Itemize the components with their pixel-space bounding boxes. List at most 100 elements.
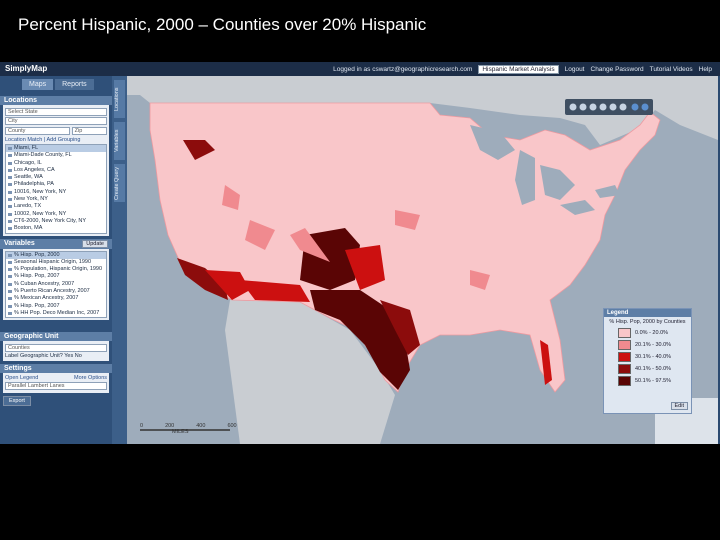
scale-label: 600 (227, 423, 237, 429)
side-tabs: Locations Variables Create Query (112, 76, 127, 444)
variable-item[interactable]: % Hisp. Pop, 2007 (6, 303, 106, 310)
location-item[interactable]: New York, NY (6, 196, 106, 203)
side-tab[interactable]: Locations (114, 80, 125, 118)
legend-edit[interactable]: Edit (670, 402, 688, 410)
links: Logout Change Password Tutorial Videos Help (565, 66, 712, 73)
legend-label: 0.0% - 20.0% (635, 330, 669, 336)
map-toolbar (565, 99, 653, 115)
side-tab[interactable]: Create Query (114, 164, 125, 202)
variable-item[interactable]: % Mexican Ancestry, 2007 (6, 295, 106, 302)
legend-label: 30.1% - 40.0% (635, 354, 672, 360)
scale-labels: 0 200 400 600 (140, 423, 237, 429)
legend-entry: 50.1% - 97.5% (604, 375, 691, 387)
scale-label: 200 (165, 423, 175, 429)
legend-swatch (618, 352, 631, 362)
label-option: Label Geographic Unit? Yes No (5, 353, 107, 359)
update-button[interactable]: Update (82, 239, 108, 248)
location-item[interactable]: Miami, FL (6, 145, 106, 153)
legend-subtitle: % Hisp. Pop, 2000 by Counties (609, 319, 686, 325)
tab-row: Maps Reports (0, 76, 112, 90)
location-item[interactable]: Miami-Dade County, FL (6, 152, 106, 159)
legend-entry: 30.1% - 40.0% (604, 351, 691, 363)
user-bar: Logged in as cswartz@geographicresearch.… (333, 65, 712, 74)
map[interactable] (127, 76, 718, 444)
variable-item[interactable]: % Population, Hispanic Origin, 1990 (6, 266, 106, 273)
section-heading: Variables Update (0, 238, 112, 249)
location-actions[interactable]: Location Match | Add Grouping (5, 137, 81, 143)
variables-heading: Variables (4, 239, 35, 247)
location-item[interactable]: Los Angeles, CA (6, 167, 106, 174)
top-link[interactable]: Change Password (590, 66, 644, 73)
location-item[interactable]: 10016, New York, NY (6, 189, 106, 196)
location-item[interactable]: Philadelphia, PA (6, 181, 106, 188)
region-mid (540, 340, 552, 385)
location-item[interactable]: CT6-2000, New York City, NY (6, 218, 106, 225)
region-high (380, 300, 420, 355)
location-item[interactable]: Seattle, WA (6, 174, 106, 181)
variable-item[interactable]: % HH Pop. Deco Median Inc, 2007 (6, 310, 106, 317)
region-mid (205, 270, 250, 300)
city-input[interactable]: City (5, 117, 107, 125)
state-select[interactable]: Select State (5, 108, 107, 116)
region-mid (345, 245, 385, 290)
section-heading: Geographic Unit (0, 332, 112, 342)
location-item[interactable]: Boston, MA (6, 225, 106, 232)
tab[interactable]: Reports (55, 79, 94, 90)
more-options[interactable]: More Options (73, 375, 107, 382)
variable-item[interactable]: % Puerto Rican Ancestry, 2007 (6, 288, 106, 295)
projection-select[interactable]: Parallel Lambert Lanes (5, 382, 107, 391)
legend-swatch (618, 328, 631, 338)
top-link[interactable]: Tutorial Videos (649, 66, 693, 73)
legend-swatch (618, 376, 631, 386)
location-item[interactable]: Chicago, IL (6, 160, 106, 167)
variables-panel: % Hisp. Pop, 2000 Seasonal Hispanic Origi… (3, 248, 109, 321)
side-tab[interactable]: Variables (114, 122, 125, 160)
settings-panel: Open Legend More Options Parallel Lamber… (3, 373, 109, 394)
location-item[interactable]: 10002, New York, NY (6, 211, 106, 218)
top-link[interactable]: Logout (564, 66, 585, 73)
project-select[interactable]: Hispanic Market Analysis (478, 65, 559, 74)
slide-title: Percent Hispanic, 2000 – Counties over 2… (18, 15, 427, 34)
region-highest (310, 290, 410, 390)
legend-entry: 0.0% - 20.0% (604, 327, 691, 339)
login-info: Logged in as cswartz@geographicresearch.… (333, 66, 473, 73)
toolbar-icons[interactable] (569, 103, 649, 111)
section-heading: Settings (0, 364, 112, 374)
geo-select[interactable]: Counties (5, 344, 107, 353)
geo-panel: Counties Label Geographic Unit? Yes No (3, 341, 109, 362)
region-high (177, 258, 228, 300)
variable-item[interactable]: Seasonal Hispanic Origin, 1990 (6, 259, 106, 266)
variable-item[interactable]: % Hisp. Pop, 2000 (6, 251, 106, 259)
legend-heading: Legend (604, 309, 691, 317)
top-bar: SimplyMap Logged in as cswartz@geographi… (0, 62, 720, 76)
no-option[interactable]: No (74, 353, 82, 360)
variable-item[interactable]: % Hisp. Pop, 2007 (6, 273, 106, 280)
scale-label: 400 (196, 423, 206, 429)
yes-option[interactable]: Yes (64, 353, 74, 360)
section-heading: Locations (0, 96, 112, 105)
region-mid (240, 280, 310, 302)
zip-input[interactable]: Zip (71, 127, 107, 135)
legend-swatch (618, 364, 631, 374)
region-low (222, 185, 330, 262)
legend-entry: 20.1% - 30.0% (604, 339, 691, 351)
tab[interactable]: Maps (22, 79, 54, 90)
locations-panel: Select State City County Zip Location Ma… (3, 105, 109, 236)
legend-label: 20.1% - 30.0% (635, 342, 672, 348)
legend-entries: 0.0% - 20.0% 20.1% - 30.0% 30.1% - 40.0% 40… (604, 327, 691, 387)
left-panel: Maps Reports Locations Select State City … (0, 76, 112, 444)
variable-list: % Hisp. Pop, 2000 Seasonal Hispanic Origi… (5, 250, 107, 319)
top-link[interactable]: Help (698, 66, 712, 73)
county-input[interactable]: County (5, 127, 70, 135)
export-button[interactable]: Export (3, 396, 31, 407)
settings-links: Open Legend More Options (5, 375, 107, 381)
open-legend[interactable]: Open Legend (5, 375, 39, 382)
location-list: Miami, FL Miami-Dade County, FL Chicago, I… (5, 144, 107, 234)
legend-entry: 40.1% - 50.0% (604, 363, 691, 375)
scale-bar: 0 200 400 600 MILES (140, 423, 237, 435)
legend-label: 40.1% - 50.0% (635, 366, 672, 372)
scale-unit: MILES (172, 429, 189, 435)
location-item[interactable]: Laredo, TX (6, 203, 106, 210)
variable-item[interactable]: % Cuban Ancestry, 2007 (6, 281, 106, 288)
